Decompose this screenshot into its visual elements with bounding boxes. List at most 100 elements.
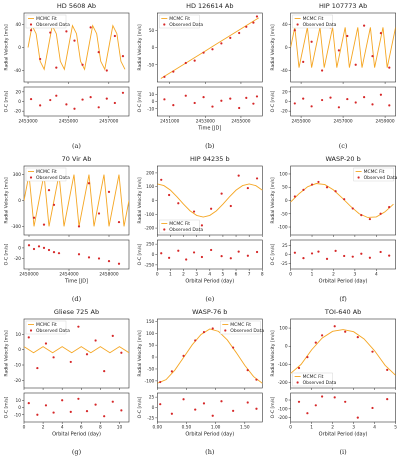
data-point bbox=[105, 69, 108, 72]
y-tick-label: -100 bbox=[278, 225, 288, 231]
y-axis-label: Radial Velocity [m/s] bbox=[4, 330, 10, 376]
y-tick-label: -50 bbox=[147, 366, 154, 372]
residual-point bbox=[246, 401, 249, 404]
y-axis-label: Radial Velocity [m/s] bbox=[4, 24, 10, 70]
data-point bbox=[121, 55, 125, 58]
data-point bbox=[371, 350, 374, 353]
legend-label: MCMC Fit bbox=[169, 221, 190, 227]
legend-box bbox=[220, 320, 261, 335]
data-point bbox=[159, 380, 162, 384]
legend-label: MCMC Fit bbox=[36, 169, 57, 175]
residual-point bbox=[317, 250, 320, 253]
data-point bbox=[211, 327, 214, 330]
x-tick-label: 3 bbox=[352, 425, 355, 431]
caption: (a) bbox=[72, 142, 81, 150]
data-point bbox=[246, 186, 249, 190]
caption: (b) bbox=[205, 142, 215, 150]
residual-point bbox=[29, 97, 33, 101]
data-point bbox=[107, 190, 111, 193]
fit-line bbox=[24, 346, 129, 354]
fit-line bbox=[27, 24, 126, 71]
residual-y-tick-label: 0 bbox=[285, 398, 288, 404]
x-tick-label: 1 bbox=[169, 272, 172, 278]
residual-y-tick-label: -20 bbox=[281, 109, 288, 115]
residual-y-tick-label: 0 bbox=[152, 405, 155, 411]
residual-y-tick-label: -20 bbox=[14, 109, 21, 115]
data-point bbox=[202, 330, 206, 334]
y-tick-label: -100 bbox=[145, 378, 155, 384]
data-point bbox=[321, 334, 324, 337]
y-axis-label: Radial Velocity [m/s] bbox=[137, 330, 143, 376]
legend-label: Observed Data bbox=[169, 227, 203, 233]
data-point bbox=[360, 213, 363, 217]
legend-label: Observed Data bbox=[303, 380, 337, 386]
legend-label: Observed Data bbox=[303, 22, 337, 28]
residual-point bbox=[159, 403, 162, 406]
data-point bbox=[120, 351, 123, 354]
x-tick-label: 4 bbox=[375, 272, 378, 278]
y-tick-label: 200 bbox=[146, 170, 154, 176]
residual-point bbox=[388, 104, 391, 107]
data-point bbox=[232, 346, 235, 349]
data-point bbox=[97, 212, 101, 215]
x-tick-label: 2455000 bbox=[231, 119, 250, 125]
panel: HIP 107773 Ab -40 0 40 -20 0 20 2455000 2457000 2… bbox=[270, 2, 396, 150]
data-point bbox=[29, 29, 33, 32]
residual-point bbox=[363, 96, 366, 99]
residual-point bbox=[87, 256, 91, 259]
data-point bbox=[87, 182, 91, 185]
x-tick-label: 0 bbox=[23, 425, 26, 431]
residual-point bbox=[193, 101, 196, 105]
residual-point bbox=[163, 98, 166, 101]
residual-point bbox=[360, 252, 363, 255]
x-tick-label: 2 bbox=[331, 425, 334, 431]
fit-line bbox=[290, 27, 396, 68]
legend-box bbox=[353, 167, 394, 182]
residual-point bbox=[220, 400, 223, 403]
data-point bbox=[229, 204, 232, 208]
data-point bbox=[252, 21, 255, 24]
legend-box bbox=[25, 167, 67, 182]
residual-point bbox=[113, 101, 116, 105]
residual-point bbox=[182, 398, 185, 401]
y-tick-label: -40 bbox=[281, 68, 288, 74]
residual-frame bbox=[157, 86, 263, 117]
residual-point bbox=[220, 99, 223, 102]
residual-y-tick-label: 20 bbox=[282, 89, 288, 95]
x-tick-label: 3 bbox=[195, 272, 198, 278]
x-tick-label: 3 bbox=[354, 272, 357, 278]
data-point bbox=[351, 207, 354, 210]
data-point bbox=[49, 31, 52, 34]
data-point bbox=[255, 177, 259, 180]
x-axis-label: Orbital Period (day) bbox=[319, 279, 368, 285]
residual-frame bbox=[290, 392, 396, 423]
residual-y-axis-label: O-C [m/s] bbox=[4, 243, 10, 265]
residual-point bbox=[211, 414, 214, 417]
x-axis-label: Orbital Period (day) bbox=[185, 432, 234, 438]
y-axis-label: Radial Velocity [m/s] bbox=[270, 177, 276, 223]
residual-point bbox=[89, 96, 92, 99]
residual-point bbox=[302, 257, 305, 260]
data-point bbox=[293, 195, 296, 198]
x-tick-label: 0 bbox=[156, 272, 159, 278]
legend-label: MCMC Fit bbox=[230, 322, 251, 328]
data-point bbox=[160, 178, 163, 181]
legend-label: MCMC Fit bbox=[364, 169, 385, 175]
data-point bbox=[238, 31, 241, 35]
residual-point bbox=[39, 104, 42, 107]
residual-point bbox=[65, 103, 68, 106]
y-tick-label: 100 bbox=[146, 184, 154, 190]
x-tick-label: 2454000 bbox=[59, 272, 78, 278]
panel: HD 5608 Ab -40 0 40 -20 0 20 2453000 2455000 2457… bbox=[4, 2, 130, 150]
data-point bbox=[255, 378, 258, 381]
residual-point bbox=[55, 94, 58, 97]
residual-point bbox=[232, 409, 235, 412]
panel: TOI-640 Ab -200 -100 0 100 -200 -100 0 0 1 2 3 4 5 Orb… bbox=[270, 308, 397, 456]
panel-title: WASP-76 b bbox=[192, 308, 227, 316]
residual-point bbox=[184, 94, 187, 97]
data-point bbox=[302, 60, 305, 63]
residual-y-tick-label: 0 bbox=[152, 99, 155, 105]
residual-frame bbox=[23, 86, 130, 117]
fit-line bbox=[157, 328, 263, 384]
data-point bbox=[337, 49, 340, 52]
